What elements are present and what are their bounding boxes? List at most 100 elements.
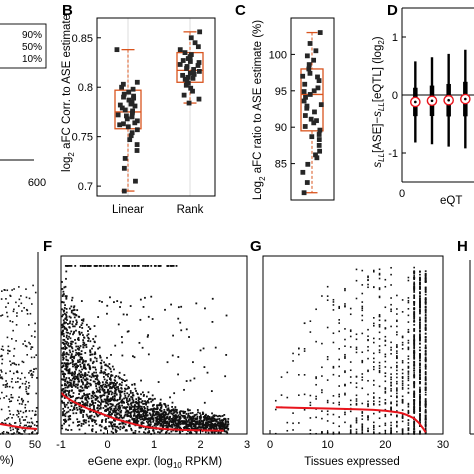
panel-f-point — [152, 412, 155, 415]
panel-g-point — [349, 346, 352, 348]
panel-f-point — [156, 412, 159, 414]
panel-b-point — [190, 88, 195, 94]
panel-f-point — [205, 426, 208, 429]
panel-f-point — [114, 429, 117, 432]
panel-g-point — [384, 355, 387, 358]
panel-f-point — [140, 414, 142, 416]
panel-f-point — [113, 379, 116, 382]
panel-f-point — [83, 344, 86, 347]
panel-g-point — [292, 429, 294, 431]
panel-f-point — [223, 414, 226, 416]
panel-g-point — [413, 289, 416, 291]
panel-g-point — [413, 393, 416, 395]
panel-g-point — [355, 394, 358, 397]
panel-f-point — [109, 408, 112, 411]
panel-g-point — [407, 321, 410, 323]
panel-f-point — [86, 402, 89, 404]
panel-f-point — [198, 420, 201, 423]
panel-f-point — [147, 265, 150, 267]
panel-f-point — [68, 265, 71, 267]
panel-f-point — [139, 318, 142, 321]
panel-f-point — [81, 357, 84, 359]
panel-f-point — [215, 414, 218, 417]
panel-f-point — [61, 395, 64, 398]
panel-g-point — [407, 379, 410, 382]
panel-f-point — [154, 423, 157, 426]
panel-g-point — [419, 394, 421, 396]
panel-f-point — [171, 426, 174, 429]
panel-f-point — [222, 425, 225, 428]
panel-g-point — [424, 360, 427, 363]
panel-f-point — [68, 349, 71, 352]
panel-f-x-tick-label: 1 — [151, 439, 157, 451]
panel-g-point — [424, 410, 427, 413]
panel-g-point — [384, 366, 387, 368]
panel-f-point — [115, 417, 117, 419]
panel-f-point — [140, 416, 142, 418]
panel-g-point — [424, 311, 427, 314]
panel-f-point — [135, 390, 137, 392]
panel-f-point — [174, 414, 177, 416]
panel-f-point — [199, 412, 201, 415]
panel-b-point — [121, 121, 126, 127]
panel-f-point — [144, 432, 147, 435]
panel-f-point — [218, 417, 221, 420]
panel-f-point — [154, 408, 157, 410]
panel-f-point — [61, 331, 64, 334]
panel-f-point — [110, 399, 113, 401]
panel-f-point — [70, 379, 73, 382]
panel-f-point — [140, 401, 143, 404]
panel-f-point — [145, 395, 148, 398]
panel-g-point — [361, 284, 364, 286]
panel-f-point — [104, 363, 107, 366]
panel-f-point — [133, 417, 136, 420]
panel-f-point — [72, 325, 74, 328]
panel-f-point — [166, 361, 169, 364]
panel-f-point — [204, 423, 207, 426]
panel-g-point — [413, 430, 416, 433]
panel-f-point — [108, 392, 110, 395]
panel-g-point — [373, 402, 375, 405]
panel-f-point — [66, 382, 69, 384]
panel-g-point — [390, 373, 392, 375]
panel-f-point — [151, 399, 154, 402]
panel-f-point — [124, 406, 127, 409]
panel-g-point — [413, 346, 416, 349]
panel-f-point — [114, 390, 116, 392]
panel-f-point — [62, 354, 65, 356]
panel-f-point — [183, 415, 186, 418]
panel-g-point — [424, 320, 427, 323]
panel-f-point — [129, 390, 132, 392]
panel-f-point — [106, 395, 109, 398]
panel-g-point — [424, 329, 427, 331]
panel-f-point — [115, 375, 118, 377]
panel-c-box — [300, 68, 324, 132]
panel-f-point — [148, 412, 151, 415]
panel-g-point — [332, 309, 335, 311]
panel-g-point — [413, 270, 416, 272]
panel-f-point — [82, 343, 85, 346]
panel-f-point — [189, 423, 192, 426]
panel-f-point — [190, 426, 193, 429]
panel-f-point — [206, 415, 209, 418]
panel-f-point — [80, 319, 83, 321]
panel-g-point — [401, 420, 404, 423]
panel-g-point — [384, 327, 387, 330]
panel-g-point — [344, 383, 346, 386]
panel-c-point — [304, 180, 310, 185]
panel-f-point — [110, 425, 113, 427]
panel-g-point — [361, 269, 364, 272]
panel-g-point — [419, 330, 421, 332]
panel-g-point — [419, 279, 421, 282]
panel-f-point — [66, 363, 69, 366]
panel-e-point — [30, 346, 33, 348]
panel-e-point — [35, 420, 38, 423]
panel-f-point — [74, 349, 77, 352]
panel-b-point — [134, 79, 140, 85]
panel-f-point — [79, 410, 82, 413]
panel-g-point — [361, 309, 364, 312]
panel-f-point — [196, 427, 198, 430]
panel-e-point — [17, 363, 20, 366]
panel-f-point — [146, 265, 149, 267]
panel-f-point — [128, 387, 130, 389]
